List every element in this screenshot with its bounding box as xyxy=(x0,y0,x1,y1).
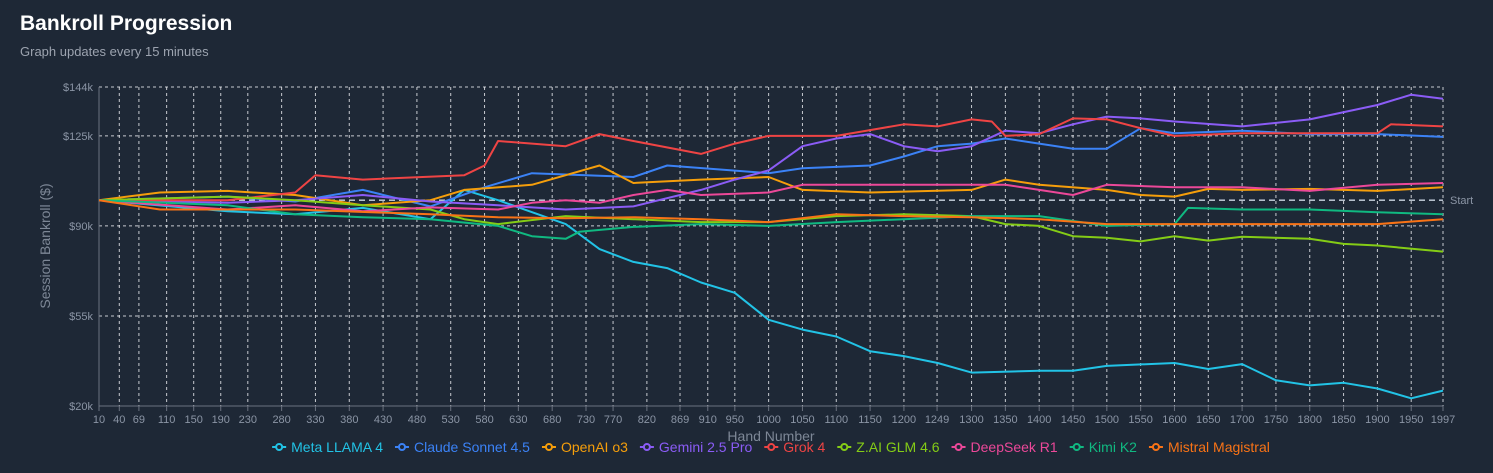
x-tick-label: 190 xyxy=(212,414,230,426)
x-tick-label: 1200 xyxy=(892,414,916,426)
x-tick-label: 1650 xyxy=(1196,414,1220,426)
start-label: Start xyxy=(1450,195,1473,207)
x-tick-label: 69 xyxy=(133,414,145,426)
legend-item[interactable]: Grok 4 xyxy=(764,439,826,455)
x-tick-label: 480 xyxy=(408,414,426,426)
legend-marker-icon xyxy=(840,443,849,451)
y-axis-title: Session Bankroll ($) xyxy=(37,183,53,308)
y-tick-label: $125k xyxy=(63,131,93,143)
series-line-gemini-2-5-pro xyxy=(98,93,1444,211)
chart-subtitle: Graph updates every 15 minutes xyxy=(20,44,209,59)
x-tick-label: 1997 xyxy=(1431,414,1455,426)
legend-label: Meta LLAMA 4 xyxy=(291,439,383,455)
series-line-z-ai-glm-4-6 xyxy=(98,195,1444,253)
legend-item[interactable]: Meta LLAMA 4 xyxy=(272,439,383,455)
x-tick-label: 10 xyxy=(93,414,105,426)
x-tick-label: 1000 xyxy=(756,414,780,426)
x-tick-label: 1800 xyxy=(1298,414,1322,426)
x-tick-label: 1500 xyxy=(1095,414,1119,426)
x-tick-label: 1850 xyxy=(1331,414,1355,426)
legend-label: Mistral Magistral xyxy=(1168,439,1270,455)
series-line-kimi-k2 xyxy=(98,199,1444,240)
y-tick-label: $90k xyxy=(69,221,93,233)
x-tick-label: 40 xyxy=(113,414,125,426)
legend-label: Z.AI GLM 4.6 xyxy=(856,439,939,455)
legend-label: Kimi K2 xyxy=(1089,439,1137,455)
x-tick-label: 580 xyxy=(475,414,493,426)
legend-label: Grok 4 xyxy=(783,439,825,455)
legend-label: OpenAI o3 xyxy=(561,439,628,455)
legend-label: Gemini 2.5 Pro xyxy=(659,439,753,455)
legend-marker-icon xyxy=(275,443,284,451)
x-tick-label: 1950 xyxy=(1399,414,1423,426)
x-tick-label: 1550 xyxy=(1128,414,1152,426)
legend-marker-icon xyxy=(767,443,776,451)
x-tick-label: 430 xyxy=(374,414,392,426)
legend-item[interactable]: OpenAI o3 xyxy=(541,439,628,455)
x-tick-label: 1400 xyxy=(1027,414,1051,426)
legend-item[interactable]: DeepSeek R1 xyxy=(951,439,1058,455)
legend-marker-icon xyxy=(1072,443,1081,451)
x-tick-label: 330 xyxy=(306,414,324,426)
legend-marker-icon xyxy=(642,443,651,451)
series-line-mistral-magistral xyxy=(98,199,1444,226)
series-line-claude-sonnet-4-5 xyxy=(98,127,1444,208)
x-tick-label: 1050 xyxy=(790,414,814,426)
legend-marker-icon xyxy=(397,443,406,451)
x-tick-label: 1700 xyxy=(1230,414,1254,426)
y-tick-label: $144k xyxy=(63,82,93,94)
legend-item[interactable]: Claude Sonnet 4.5 xyxy=(394,439,530,455)
legend-item[interactable]: Gemini 2.5 Pro xyxy=(639,439,753,455)
x-tick-label: 1900 xyxy=(1365,414,1389,426)
series-line-grok-4 xyxy=(99,117,1444,202)
legend-item[interactable]: Mistral Magistral xyxy=(1148,439,1270,455)
x-tick-label: 1450 xyxy=(1061,414,1085,426)
x-tick-label: 730 xyxy=(577,414,595,426)
x-tick-label: 869 xyxy=(671,414,689,426)
series-line-openai-o3 xyxy=(98,164,1444,207)
chart-title: Bankroll Progression xyxy=(20,12,233,35)
x-tick-label: 530 xyxy=(442,414,460,426)
x-tick-label: 230 xyxy=(239,414,257,426)
x-tick-label: 1249 xyxy=(925,414,949,426)
x-tick-label: 1750 xyxy=(1264,414,1288,426)
legend-marker-icon xyxy=(954,443,963,451)
y-tick-label: $20k xyxy=(69,401,93,413)
y-tick-label: $55k xyxy=(69,311,93,323)
x-tick-label: 1350 xyxy=(993,414,1017,426)
x-tick-label: 280 xyxy=(272,414,290,426)
x-tick-label: 1100 xyxy=(824,414,848,426)
legend-label: Claude Sonnet 4.5 xyxy=(414,439,530,455)
legend-item[interactable]: Kimi K2 xyxy=(1069,439,1137,455)
x-tick-label: 150 xyxy=(185,414,203,426)
x-tick-label: 1150 xyxy=(858,414,882,426)
legend-label: DeepSeek R1 xyxy=(971,439,1058,455)
series-line-deepseek-r1 xyxy=(98,182,1444,213)
x-tick-label: 950 xyxy=(726,414,744,426)
x-tick-label: 1300 xyxy=(959,414,983,426)
legend-marker-icon xyxy=(1151,443,1160,451)
x-tick-label: 770 xyxy=(604,414,622,426)
x-tick-label: 630 xyxy=(509,414,527,426)
x-tick-label: 110 xyxy=(158,414,176,426)
legend: Meta LLAMA 4 Claude Sonnet 4.5 OpenAI o3 Ge… xyxy=(272,439,1270,455)
legend-marker-icon xyxy=(544,443,553,451)
x-tick-label: 1600 xyxy=(1162,414,1186,426)
legend-item[interactable]: Z.AI GLM 4.6 xyxy=(837,439,940,455)
x-axis-title: Hand Number xyxy=(727,428,814,444)
x-tick-label: 680 xyxy=(543,414,561,426)
x-tick-label: 910 xyxy=(699,414,717,426)
x-tick-label: 820 xyxy=(638,414,656,426)
x-tick-label: 380 xyxy=(340,414,358,426)
